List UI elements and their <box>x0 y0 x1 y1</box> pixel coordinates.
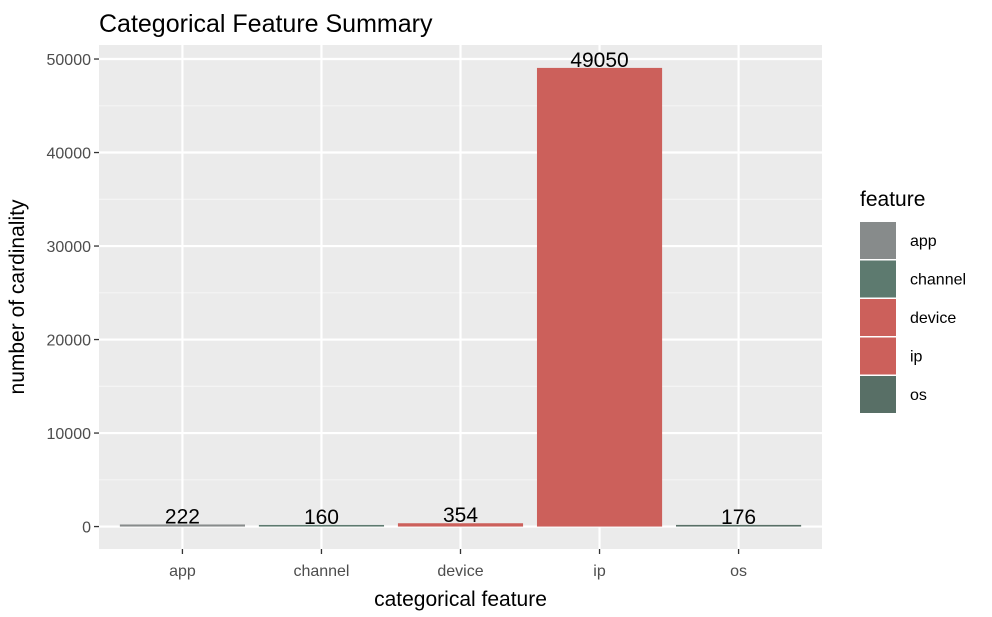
legend-key-ip <box>860 337 896 375</box>
x-axis-title: categorical feature <box>374 588 547 611</box>
legend-label-os: os <box>910 387 927 404</box>
bar-device <box>397 523 524 527</box>
legend: feature app channel device ip os <box>860 188 966 413</box>
legend-label-device: device <box>910 310 956 327</box>
bar-label-channel: 160 <box>304 506 339 529</box>
bar-label-os: 176 <box>721 506 756 529</box>
x-axis: app channel device ip os <box>169 549 747 580</box>
legend-key-app <box>860 222 896 259</box>
y-tick-label: 20000 <box>47 333 92 350</box>
legend-key-os <box>860 376 896 413</box>
chart-title: Categorical Feature Summary <box>99 10 433 38</box>
bar-app <box>119 524 245 527</box>
legend-key-channel <box>860 260 896 298</box>
legend-key-device <box>860 299 896 336</box>
x-tick-label-ip: ip <box>593 563 606 580</box>
bar-channel <box>258 524 385 527</box>
bar-os <box>676 524 802 527</box>
bar-data-labels: 222 160 354 49050 176 <box>165 49 756 529</box>
y-axis: 0 10000 20000 30000 40000 50000 <box>47 52 99 537</box>
legend-title: feature <box>860 188 925 211</box>
x-tick-label-app: app <box>169 563 196 580</box>
bar-label-ip: 49050 <box>570 49 628 72</box>
legend-label-ip: ip <box>910 349 923 366</box>
bar-label-device: 354 <box>443 504 478 527</box>
legend-label-app: app <box>910 233 937 250</box>
bar-label-app: 222 <box>165 505 200 528</box>
bar-ip <box>536 67 663 527</box>
y-tick-label: 0 <box>82 520 91 537</box>
y-tick-label: 10000 <box>47 426 92 443</box>
legend-label-channel: channel <box>910 272 966 289</box>
y-tick-label: 50000 <box>47 52 92 69</box>
y-tick-label: 30000 <box>47 239 92 256</box>
y-tick-label: 40000 <box>47 146 92 163</box>
bars <box>119 67 802 527</box>
x-tick-label-device: device <box>437 563 483 580</box>
x-tick-label-channel: channel <box>293 563 349 580</box>
x-tick-label-os: os <box>730 563 747 580</box>
y-axis-title: number of cardinality <box>6 199 29 394</box>
legend-items: app channel device ip os <box>860 222 966 413</box>
